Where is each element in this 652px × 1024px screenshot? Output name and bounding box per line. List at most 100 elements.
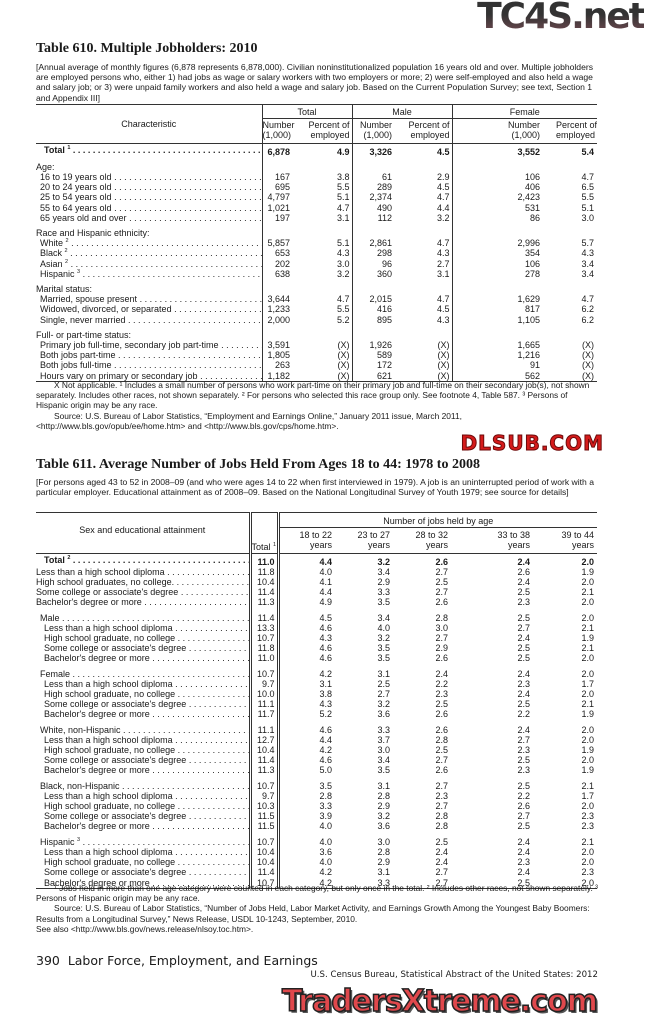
value-cell: 1.9 [581,745,595,756]
value-cell: 2.3 [581,867,595,878]
value-cell: 2.3 [435,689,448,700]
row-label: Age: [36,162,262,172]
value-cell: 2.0 [581,734,595,745]
value-cell: 11.5 [248,821,278,832]
value-cell: 4.2 [276,867,340,878]
value-cell: 4.2 [276,745,340,756]
number-label: Number [262,120,295,131]
value-cell: 106 [451,258,557,269]
number-unit: (1,000) [511,130,541,141]
value-cell [351,284,409,295]
value-cell: 10.4 [248,577,278,588]
value-cell: 10.4 [248,745,278,756]
percent-label: Percent of [308,120,350,131]
table-row: Bachelor's degree or more 10.74.2 3.3 2.7 2.… [36,877,598,889]
percent-label: Percent of [408,120,450,131]
table-row: Hours vary on primary or secondary job 1,… [36,370,598,382]
row-label: Some college or associate's degree [36,587,250,597]
row-label: Black 2 [36,248,262,258]
value-cell: 11.3 [248,765,278,776]
value-cell: (X) [437,370,450,381]
table-row: Both jobs full-time263(X)172(X)91(X) [36,360,597,371]
value-cell: 1,021 [261,202,306,213]
value-cell [451,284,557,295]
row-label-text: 20 to 24 years old [40,182,112,193]
table-row: Widowed, divorced, or separated1,2335.54… [36,304,597,315]
value-cell: 3.5 [377,765,390,776]
value-cell: 6.2 [581,304,595,315]
value-cell: 5,857 [261,238,306,249]
row-label: Both jobs part-time [36,350,262,360]
row-label: Asian 2 [36,259,262,269]
value-cell: 4.5 [437,182,450,193]
value-cell: 2.0 [581,801,595,812]
column-group-male: Male [351,104,453,120]
value-cell: 4.3 [276,633,340,644]
footnote-marker: 1 [273,542,277,549]
table-611-notes: ¹ Jobs held in more than one age categor… [36,883,601,934]
age-unit: years [507,540,530,551]
value-cell: 1,233 [261,304,306,315]
value-cell: 2.6 [435,724,448,735]
row-label-text: High school graduate, no college [44,633,176,644]
value-cell: 5.0 [276,765,340,776]
value-cell: 3.8 [337,172,350,183]
value-cell: 4.3 [276,699,340,710]
value-cell [556,284,597,294]
value-cell: 3.6 [276,846,340,858]
value-cell: 4.9 [337,146,350,157]
footnote: X Not applicable. ¹ Includes a small num… [36,380,590,411]
age-range: 33 to 38 [497,530,530,541]
value-cell: 202 [261,258,306,269]
value-cell: 10.7 [248,836,278,847]
group-row: Race and Hispanic ethnicity: [36,228,597,239]
value-cell: 4.7 [581,294,595,305]
row-label-text: High school graduate, no college [44,689,176,700]
row-label-text: Less than a high school diploma [44,622,173,633]
value-cell: 3.4 [377,566,390,577]
value-cell: 4.3 [437,314,450,325]
row-label: Married, spouse present [36,294,262,304]
age-range: 18 to 22 [299,530,332,541]
row-spacer [36,663,597,669]
row-label-text: Less than a high school diploma [44,790,173,801]
value-cell: 2.4 [517,556,530,567]
value-cell: 2.5 [517,780,530,791]
row-label-text: Some college or associate's degree [44,755,187,766]
value-cell: 2.7 [377,689,390,700]
value-cell: 10.7 [248,633,278,644]
row-label: Some college or associate's degree [36,755,250,765]
value-cell: 4.6 [276,622,340,634]
row-label: 55 to 64 years old [36,203,262,213]
value-cell: (X) [582,370,595,381]
value-cell: 354 [451,248,557,259]
page-number: 390 [36,953,60,968]
row-label: Bachelor's degree or more [36,597,250,607]
row-label: Single, never married [36,315,262,325]
value-cell [306,162,352,172]
value-cell: 2.2 [517,790,530,801]
value-cell: 2.5 [435,699,448,710]
row-label-text: Hispanic [40,268,75,279]
value-cell: 3.6 [377,821,390,832]
value-cell: 10.7 [248,877,278,889]
row-label: 20 to 24 years old [36,182,262,192]
value-cell: 1.9 [581,566,595,577]
row-label: White 2 [36,238,262,248]
value-cell: 3.0 [435,622,448,633]
value-cell: 3.1 [377,668,390,679]
row-label-text: Both jobs part-time [40,350,116,361]
value-cell: 2.6 [435,709,448,720]
value-cell: 2.0 [581,668,595,679]
row-label-text: Bachelor's degree or more [44,709,150,720]
row-label-text: Age: [36,161,55,172]
number-label: Number [508,120,541,131]
value-cell: 3.8 [276,689,340,700]
row-label-text: Some college or associate's degree [44,643,187,654]
value-cell: 2.1 [581,643,595,654]
value-cell: 2.1 [581,699,595,710]
value-cell: 2.0 [581,724,595,735]
value-cell: 2.1 [581,780,595,791]
number-unit: (1,000) [363,130,393,141]
